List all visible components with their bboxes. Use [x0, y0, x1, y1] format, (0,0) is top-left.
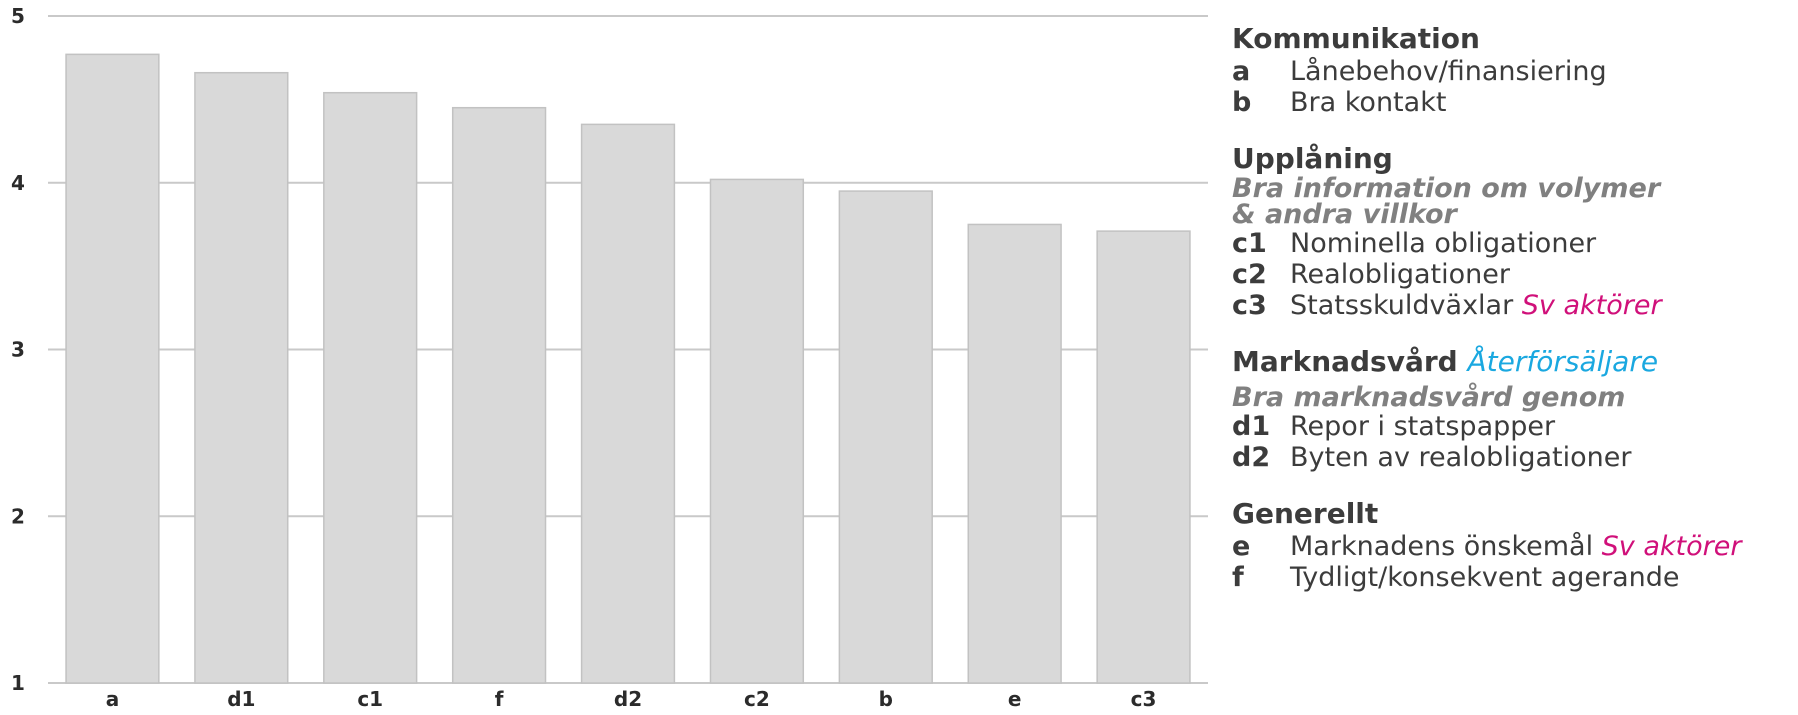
legend-item-label: Marknadens önskemål — [1290, 531, 1594, 562]
legend-item-label: Realobligationer — [1290, 259, 1510, 290]
x-tick-label: c1 — [357, 687, 383, 711]
legend-heading-text: Marknadsvård — [1232, 345, 1458, 378]
bar-e — [967, 223, 1062, 684]
legend-item-d2: d2 Byten av realobligationer — [1232, 442, 1792, 473]
x-tick-label: e — [1008, 687, 1022, 711]
legend-item-code: e — [1232, 531, 1251, 562]
y-tick-label: 3 — [11, 338, 25, 362]
bar-b — [838, 190, 933, 684]
legend-heading: Kommunikation — [1232, 22, 1792, 56]
legend-item-accent: Sv aktörer — [1521, 290, 1662, 321]
legend-item-b: b Bra kontakt — [1232, 87, 1792, 118]
legend-heading-text: Upplåning — [1232, 142, 1393, 175]
legend-item-accent: Sv aktörer — [1601, 531, 1742, 562]
legend-heading: Upplåning — [1232, 142, 1792, 176]
legend-item-a: a Lånebehov/finansiering — [1232, 56, 1792, 87]
legend-item-code: d1 — [1232, 411, 1271, 442]
legend-item-code: c3 — [1232, 290, 1267, 321]
legend-item-label: Tydligt/konsekvent agerande — [1290, 562, 1680, 593]
legend-item-f: f Tydligt/konsekvent agerande — [1232, 562, 1792, 593]
x-tick-label: b — [879, 687, 893, 711]
legend-item-code: a — [1232, 56, 1251, 87]
x-tick-label: d1 — [227, 687, 255, 711]
legend-item-c1: c1 Nominella obligationer — [1232, 228, 1792, 259]
bar-d2 — [580, 123, 676, 684]
y-axis-ticks: 1 2 3 4 5 — [11, 4, 25, 695]
bar-c2 — [709, 178, 805, 684]
legend-heading-text: Kommunikation — [1232, 22, 1480, 55]
legend-heading-accent: Återförsäljare — [1467, 345, 1659, 378]
legend-item-code: f — [1232, 562, 1244, 593]
legend-section-generellt: Generellt e Marknadens önskemål Sv aktöre… — [1232, 497, 1792, 593]
bar-c1 — [323, 91, 418, 684]
legend-subheading: Bra marknadsvård genom — [1232, 382, 1626, 413]
legend-item-code: b — [1232, 87, 1252, 118]
legend-section-kommunikation: Kommunikation a Lånebehov/finansiering b B… — [1232, 22, 1792, 118]
legend-item-label: Statsskuldväxlar — [1290, 290, 1514, 321]
legend-panel: Kommunikation a Lånebehov/finansiering b B… — [1232, 22, 1792, 617]
legend-item-c2: c2 Realobligationer — [1232, 259, 1792, 290]
legend-item-c3: c3 Statsskuldväxlar Sv aktörer — [1232, 290, 1792, 321]
bars — [65, 53, 1191, 684]
bar-a — [65, 53, 160, 684]
legend-section-upplaning: Upplåning Bra information om volymer & a… — [1232, 142, 1792, 321]
legend-subheading: Bra information om volymer & andra villk… — [1232, 173, 1661, 230]
legend-item-d1: d1 Repor i statspapper — [1232, 411, 1792, 442]
legend-item-code: d2 — [1232, 442, 1271, 473]
legend-item-code: c2 — [1232, 259, 1267, 290]
legend-item-label: Bra kontakt — [1290, 87, 1447, 118]
legend-heading: Generellt — [1232, 497, 1792, 531]
y-tick-label: 4 — [11, 171, 25, 195]
bar-chart: 1 2 3 4 5 a d1 c1 f d2 c2 b e c3 — [11, 4, 1208, 711]
legend-item-label: Repor i statspapper — [1290, 411, 1556, 442]
bar-d1 — [194, 71, 289, 684]
legend-item-label: Nominella obligationer — [1290, 228, 1597, 259]
legend-section-marknadsvard: Marknadsvård Återförsäljare Bra marknads… — [1232, 345, 1792, 473]
y-tick-label: 2 — [11, 504, 25, 528]
legend-heading-text: Generellt — [1232, 497, 1379, 530]
x-tick-label: c2 — [744, 687, 770, 711]
x-tick-label: a — [106, 687, 120, 711]
y-tick-label: 5 — [11, 4, 25, 28]
legend-item-label: Byten av realobligationer — [1290, 442, 1632, 473]
bar-f — [451, 106, 547, 684]
legend-item-label: Lånebehov/finansiering — [1290, 56, 1607, 87]
x-tick-label: f — [495, 687, 504, 711]
x-tick-label: c3 — [1131, 687, 1157, 711]
y-tick-label: 1 — [11, 671, 25, 695]
legend-item-e: e Marknadens önskemål Sv aktörer — [1232, 531, 1792, 562]
x-axis-ticks: a d1 c1 f d2 c2 b e c3 — [106, 687, 1157, 711]
x-tick-label: d2 — [614, 687, 642, 711]
bar-c3 — [1096, 230, 1191, 684]
legend-heading: Marknadsvård Återförsäljare — [1232, 345, 1792, 379]
legend-item-code: c1 — [1232, 228, 1267, 259]
